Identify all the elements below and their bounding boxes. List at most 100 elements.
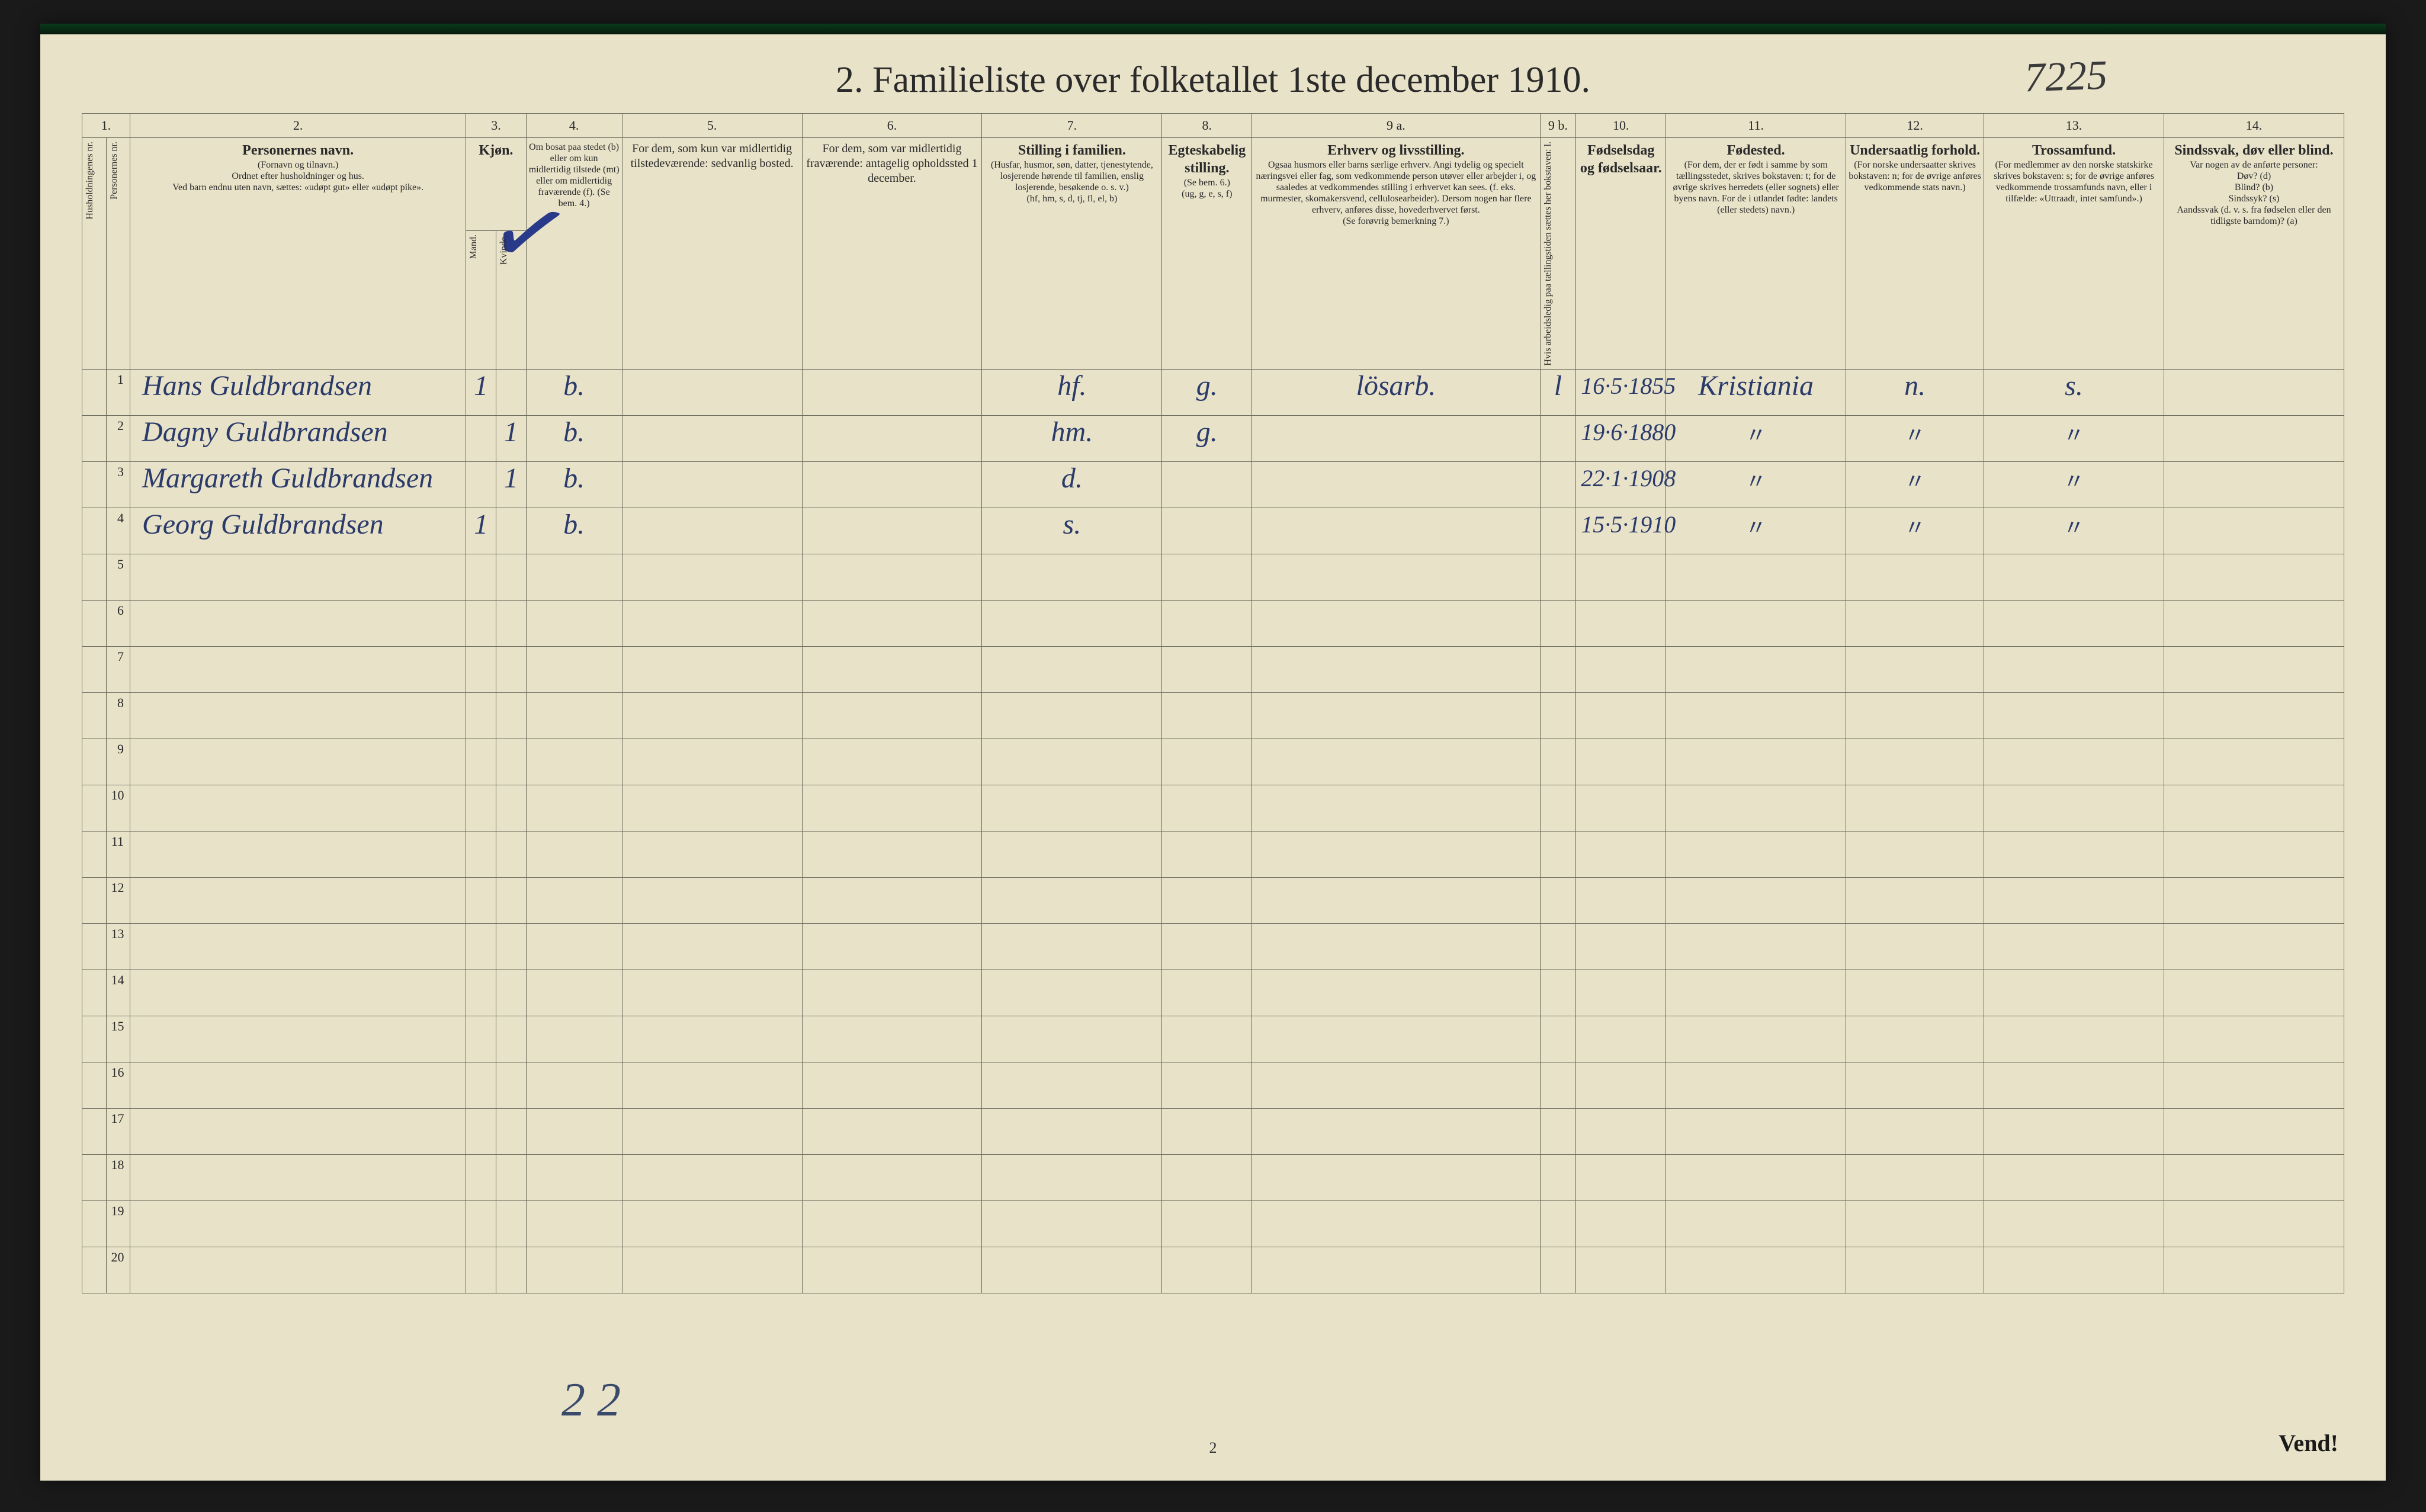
- sex-k: [496, 601, 526, 647]
- religion: [1984, 832, 2164, 878]
- citizenship: 〃: [1846, 416, 1984, 462]
- hh-num: [82, 924, 107, 970]
- birthplace: [1666, 554, 1846, 601]
- table-row: 2Dagny Guldbrandsen1b.hm.g.19·6·1880〃〃〃: [82, 416, 2344, 462]
- birthplace: [1666, 1247, 1846, 1293]
- birthdate: [1576, 647, 1666, 693]
- c6: [802, 601, 982, 647]
- unemployed: [1540, 647, 1576, 693]
- occupation: [1252, 878, 1540, 924]
- marital-status: [1162, 1247, 1252, 1293]
- sex-k: 1: [496, 416, 526, 462]
- c6: [802, 693, 982, 739]
- unemployed: [1540, 601, 1576, 647]
- hdr-8: Egteskabelig stilling. (Se bem. 6.) (ug,…: [1162, 137, 1252, 370]
- person-num: 4: [106, 508, 130, 554]
- occupation: [1252, 1247, 1540, 1293]
- birthdate: [1576, 970, 1666, 1016]
- citizenship: [1846, 785, 1984, 832]
- table-row: 20: [82, 1247, 2344, 1293]
- vend-note: Vend!: [2279, 1429, 2338, 1457]
- family-position: [982, 1247, 1162, 1293]
- religion: [1984, 970, 2164, 1016]
- residence-status: [526, 878, 622, 924]
- sex-k: 1: [496, 462, 526, 508]
- c5: [622, 924, 802, 970]
- disability: [2164, 462, 2344, 508]
- table-row: 5: [82, 554, 2344, 601]
- citizenship: 〃: [1846, 462, 1984, 508]
- birthdate: [1576, 554, 1666, 601]
- col-num-5: 5.: [622, 114, 802, 138]
- disability: [2164, 1155, 2344, 1201]
- residence-status: b.: [526, 370, 622, 416]
- citizenship: [1846, 739, 1984, 785]
- birthdate: [1576, 785, 1666, 832]
- table-row: 18: [82, 1155, 2344, 1201]
- marital-status: [1162, 508, 1252, 554]
- sex-k: [496, 739, 526, 785]
- col-num-1: 1.: [82, 114, 130, 138]
- disability: [2164, 924, 2344, 970]
- family-position: d.: [982, 462, 1162, 508]
- citizenship: [1846, 647, 1984, 693]
- sex-k: [496, 693, 526, 739]
- unemployed: l: [1540, 370, 1576, 416]
- citizenship: [1846, 601, 1984, 647]
- hdr-10: Fødselsdag og fødselsaar.: [1576, 137, 1666, 370]
- hh-num: [82, 370, 107, 416]
- sex-k: [496, 785, 526, 832]
- birthdate: [1576, 924, 1666, 970]
- sex-m: [466, 1155, 496, 1201]
- family-position: [982, 970, 1162, 1016]
- citizenship: [1846, 1247, 1984, 1293]
- marital-status: [1162, 739, 1252, 785]
- marital-status: [1162, 1062, 1252, 1109]
- c6: [802, 508, 982, 554]
- c6: [802, 785, 982, 832]
- hh-num: [82, 739, 107, 785]
- sex-k: [496, 832, 526, 878]
- citizenship: [1846, 1201, 1984, 1247]
- c5: [622, 370, 802, 416]
- table-row: 19: [82, 1201, 2344, 1247]
- disability: [2164, 508, 2344, 554]
- religion: [1984, 1155, 2164, 1201]
- unemployed: [1540, 785, 1576, 832]
- hdr-hh: Husholdningenes nr.: [82, 137, 107, 370]
- sex-k: [496, 1155, 526, 1201]
- c5: [622, 970, 802, 1016]
- birthplace: [1666, 970, 1846, 1016]
- sex-m: [466, 970, 496, 1016]
- residence-status: [526, 970, 622, 1016]
- disability: [2164, 1109, 2344, 1155]
- disability: [2164, 739, 2344, 785]
- religion: s.: [1984, 370, 2164, 416]
- name-cell: [130, 1155, 466, 1201]
- col-num-14: 14.: [2164, 114, 2344, 138]
- marital-status: [1162, 693, 1252, 739]
- residence-status: [526, 1155, 622, 1201]
- occupation: [1252, 1155, 1540, 1201]
- marital-status: [1162, 601, 1252, 647]
- hdr-11: Fødested. (For dem, der er født i samme …: [1666, 137, 1846, 370]
- sex-k: [496, 554, 526, 601]
- family-position: [982, 739, 1162, 785]
- occupation: [1252, 508, 1540, 554]
- bottom-handwritten: 2 2: [561, 1373, 621, 1427]
- c5: [622, 739, 802, 785]
- census-page: 2. Familieliste over folketallet 1ste de…: [40, 24, 2386, 1481]
- table-row: 15: [82, 1016, 2344, 1062]
- occupation: [1252, 785, 1540, 832]
- unemployed: [1540, 416, 1576, 462]
- unemployed: [1540, 462, 1576, 508]
- hh-num: [82, 1109, 107, 1155]
- c5: [622, 785, 802, 832]
- sex-k: [496, 1109, 526, 1155]
- occupation: [1252, 416, 1540, 462]
- c5: [622, 878, 802, 924]
- family-position: [982, 785, 1162, 832]
- name-cell: [130, 554, 466, 601]
- person-num: 7: [106, 647, 130, 693]
- residence-status: [526, 693, 622, 739]
